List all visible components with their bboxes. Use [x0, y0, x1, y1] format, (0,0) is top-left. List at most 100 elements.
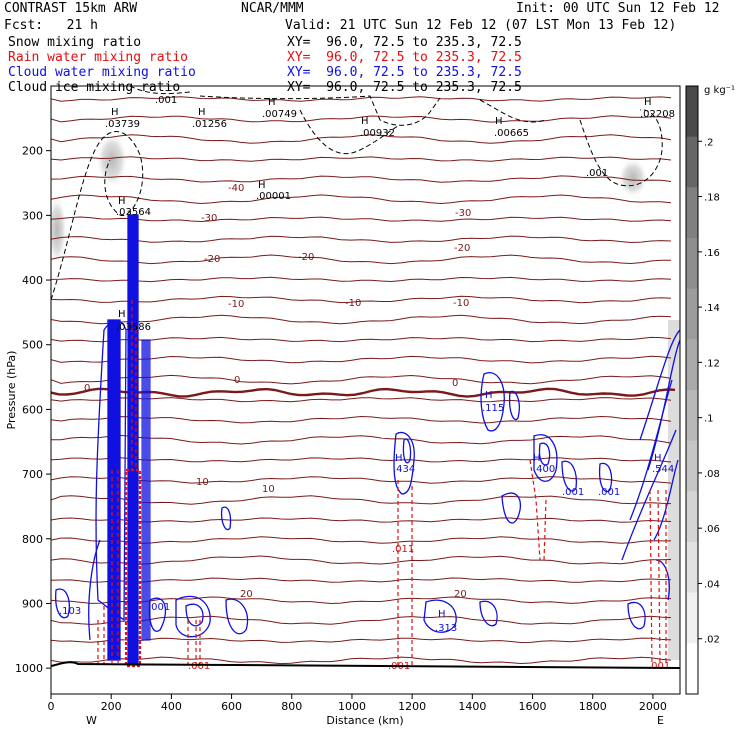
isotherm-label-m10w: -10: [228, 299, 244, 310]
rain-core: [124, 468, 142, 668]
isotherm-line: [51, 175, 672, 183]
x-tick-label: 200: [101, 700, 122, 713]
x-axis-label: Distance (km): [326, 714, 403, 727]
valid-time: Valid: 21 UTC Sun 12 Feb 12 (07 LST Mon …: [285, 18, 677, 33]
max-v-12: .400: [533, 464, 555, 475]
x-tick-label: 800: [281, 700, 302, 713]
isotherm-label-m40: -40: [228, 183, 244, 194]
cloud-water-ring-3: [148, 597, 167, 632]
cloud-water-blob-q: [627, 601, 646, 630]
isotherm-line: [51, 397, 672, 403]
y-tick-label: 500: [22, 339, 43, 352]
x-tick-label: 1400: [458, 700, 486, 713]
isotherm-line: [51, 415, 672, 424]
max-v-2: .01256: [192, 119, 227, 130]
contour-lab-8: .001: [148, 602, 170, 613]
colorbar-tick-label: .08: [704, 469, 720, 480]
max-v-7: .00001: [256, 191, 291, 202]
cloud-water-east-3: [629, 379, 673, 521]
max-h-4: H: [361, 116, 369, 127]
contour-lab-4: .001: [188, 661, 210, 672]
colorbar-swatch: [686, 187, 698, 239]
contour-lab-9: .001: [562, 487, 584, 498]
colorbar-tick-label: .18: [704, 193, 720, 204]
x-end-label-w: W: [86, 714, 97, 727]
isotherm-zero-line: [51, 387, 676, 398]
isotherm-line: [51, 276, 672, 283]
cloud-water-blob-m: [533, 434, 558, 482]
cloud-water-blob-p: [598, 462, 613, 493]
isotherm-line: [51, 577, 672, 583]
max-v-6: .02208: [640, 109, 675, 120]
max-h-2: H: [198, 107, 206, 118]
max-h-1: H: [111, 107, 119, 118]
isotherm-labels: 0 0 0 -40 -30 -30 -20 -20 -20 -10 -10 -1…: [84, 183, 471, 600]
y-tick-label: 900: [22, 597, 43, 610]
y-tick-label: 300: [22, 209, 43, 222]
contour-value-labels: .001 .011 .103 .001 .001 .001 .001 .001 …: [59, 95, 670, 672]
isotherm-line: [51, 555, 672, 565]
isotherm-label-m10m: -10: [345, 298, 361, 309]
colorbar-unit: g kg⁻¹: [704, 85, 735, 96]
temperature-isotherms: [51, 96, 676, 665]
cloud-water-blob-k: [479, 600, 498, 627]
x-tick-label: 600: [221, 700, 242, 713]
cloud-water-blob-g: [402, 438, 412, 464]
cloud-water-east-5: [653, 459, 679, 541]
isotherm-label-10w: 10: [196, 477, 209, 488]
x-tick-label: 1800: [579, 700, 607, 713]
legend-snow-xy: XY= 96.0, 72.5 to 235.3, 72.5: [287, 35, 522, 50]
legend-snow-label: Snow mixing ratio: [8, 35, 142, 50]
rain-col-4: [397, 480, 413, 665]
cloud-water-blob-i: [508, 390, 520, 421]
cloud-water-east-2: [647, 339, 680, 471]
colorbar-tick-label: .16: [704, 248, 720, 259]
contour-lab-7: .001: [586, 168, 608, 179]
isotherm-line: [51, 314, 672, 325]
isotherm-line: [51, 434, 672, 445]
snow-shading-east: [618, 158, 648, 198]
max-h-6: H: [644, 97, 652, 108]
colorbar-swatch: [686, 491, 698, 543]
isotherm-line: [51, 336, 672, 343]
isotherm-line: [51, 134, 672, 144]
y-tick-label: 200: [22, 145, 43, 158]
isotherm-line: [51, 194, 672, 205]
colorbar-swatch: [686, 288, 698, 340]
snow-shading-west-2: [51, 195, 67, 265]
y-axis: 200 300 400 500 600 700 800 900 1000: [15, 145, 51, 675]
isotherm-line: [51, 637, 672, 644]
cloud-water-blob-f: [393, 431, 415, 495]
legend-cloud-ice-label: Cloud ice mixing ratio: [8, 80, 181, 95]
x-tick-label: 0: [48, 700, 55, 713]
isotherm-line: [51, 96, 672, 102]
isotherm-label-m30w: -30: [201, 213, 217, 224]
colorbar-swatch: [686, 440, 698, 492]
colorbar-tick-label: .14: [704, 303, 720, 314]
ice-contour-upper: [129, 86, 546, 126]
colorbar-swatch: [686, 86, 698, 138]
cloud-water-core-2: [127, 214, 139, 666]
colorbar-swatch: [686, 390, 698, 442]
colorbar-swatch: [686, 136, 698, 188]
max-h-11: H: [395, 453, 403, 464]
colorbar-swatch: [686, 643, 698, 695]
cloud-water-blob-j: [423, 599, 457, 633]
legend-cloud-water-xy: XY= 96.0, 72.5 to 235.3, 72.5: [287, 65, 522, 80]
ice-contour-west: [51, 131, 144, 301]
plot-frame: [50, 85, 681, 695]
x-tick-label: 1000: [338, 700, 366, 713]
max-v-3: .00749: [262, 109, 297, 120]
model-title: CONTRAST 15km ARW: [4, 1, 138, 16]
isotherm-label-20e: 20: [454, 589, 467, 600]
snow-shading-west: [96, 132, 128, 188]
ground-surface: [51, 661, 680, 669]
isotherm-label-20w: 20: [240, 589, 253, 600]
isotherm-label-m20m: -20: [298, 252, 314, 263]
rain-col-1: [97, 470, 119, 665]
cloud-water-ring-1: [95, 320, 127, 622]
isotherm-line: [51, 536, 671, 544]
max-h-5: H: [495, 116, 503, 127]
isotherm-line: [51, 457, 672, 463]
